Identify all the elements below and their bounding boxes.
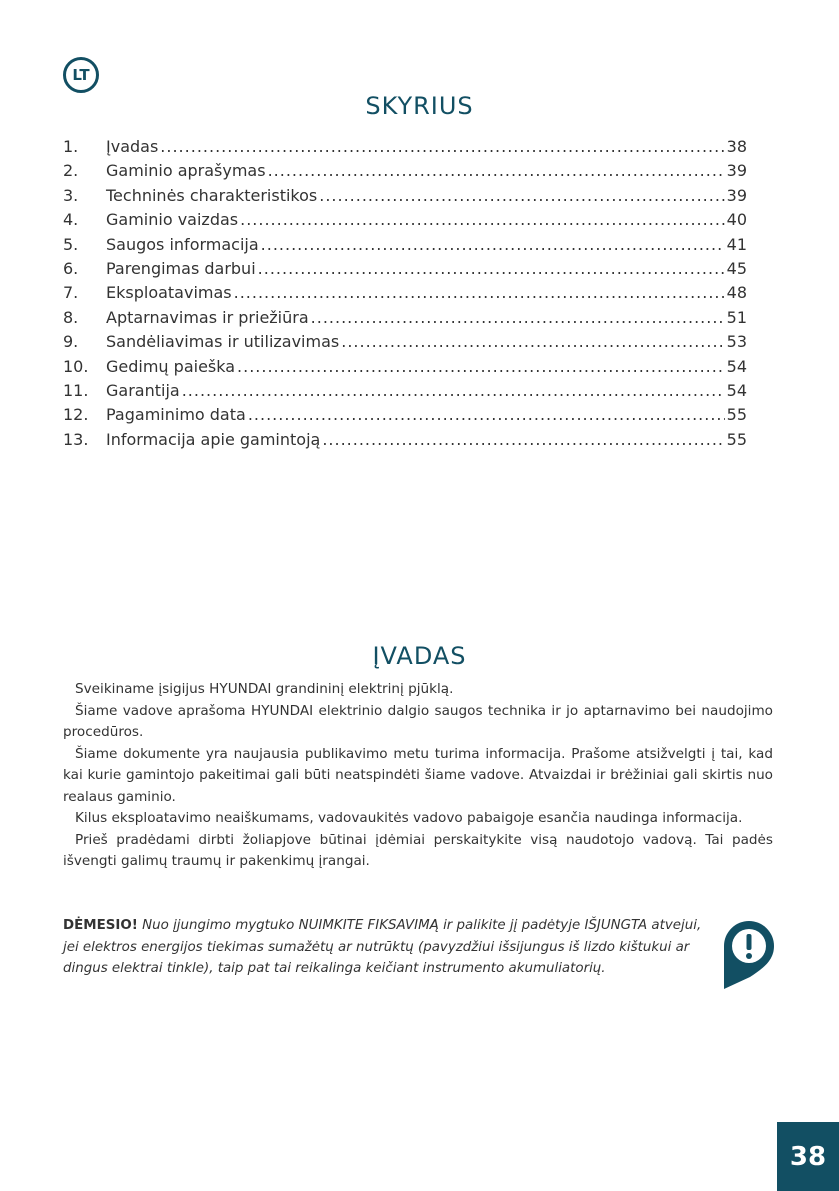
toc-number: 9. [63,332,79,352]
toc-label: Gaminio aprašymas [106,161,266,181]
warning-note: DĖMESIO! Nuo įjungimo mygtuko NUIMKITE F… [63,915,713,980]
toc-page: 41 [726,234,747,254]
toc-leader-dots [237,357,725,376]
toc-page: 51 [726,307,747,327]
toc-label: Gaminio vaizdas [106,210,239,230]
toc-label: Gedimų paieška [106,356,236,376]
toc-page: 54 [726,380,747,400]
toc-number: 10. [63,356,89,376]
toc-entry[interactable]: 9. Sandėliavimas ir utilizavimas 53 [63,332,747,356]
toc-number: 6. [63,258,79,278]
toc-number: 12. [63,405,89,425]
toc-number: 4. [63,210,79,230]
intro-paragraph: Sveikiname įsigijus HYUNDAI grandininį e… [75,681,454,697]
toc-page: 54 [726,356,747,376]
toc-entry[interactable]: 10. Gedimų paieška 54 [63,357,747,381]
toc-leader-dots [248,405,725,424]
intro-paragraph: Kilus eksploatavimo neaiškumams, vadovau… [75,810,743,826]
toc-leader-dots [182,381,725,400]
toc-leader-dots [261,235,725,254]
exclamation-pin-icon [724,921,774,989]
intro-body: Sveikiname įsigijus HYUNDAI grandininį e… [63,679,773,873]
toc-page: 53 [726,332,747,352]
toc-label: Pagaminimo data [106,405,246,425]
language-badge: LT [63,57,99,93]
toc-label: Parengimas darbui [106,258,256,278]
toc-label: Eksploatavimas [106,283,232,303]
toc-leader-dots [258,259,725,278]
intro-title: ĮVADAS [372,642,467,670]
toc-title: SKYRIUS [365,92,474,120]
toc-page: 45 [726,258,747,278]
toc-entry[interactable]: 4. Gaminio vaizdas 40 [63,210,747,234]
toc-page: 48 [726,283,747,303]
toc-page: 38 [726,137,747,156]
toc-label: Informacija apie gamintoją [106,429,321,449]
toc-entry[interactable]: 13. Informacija apie gamintoją 55 [63,430,747,454]
toc-entry[interactable]: 3. Techninės charakteristikos 39 [63,186,747,210]
toc-leader-dots [319,186,724,205]
toc-entry[interactable]: 5. Saugos informacija 41 [63,235,747,259]
intro-paragraph: Šiame vadove aprašoma HYUNDAI elektrinio… [63,702,773,741]
toc-label: Saugos informacija [106,234,259,254]
toc-leader-dots [311,308,725,327]
warning-text: Nuo įjungimo mygtuko NUIMKITE FIKSAVIMĄ … [63,918,702,976]
toc-entry[interactable]: 1. Įvadas 38 [63,137,747,161]
toc-label: Įvadas [106,137,159,156]
toc-leader-dots [322,430,724,449]
toc-label: Techninės charakteristikos [106,185,318,205]
intro-paragraph: Šiame dokumente yra naujausia publikavim… [63,745,773,805]
toc-page: 40 [726,210,747,230]
table-of-contents: 1. Įvadas 38 2. Gaminio aprašymas 39 3. Technin… [63,137,747,454]
toc-leader-dots [341,332,724,351]
toc-page: 39 [726,185,747,205]
toc-number: 1. [63,137,79,156]
toc-number: 2. [63,161,79,181]
toc-page: 55 [726,429,747,449]
toc-number: 13. [63,429,89,449]
toc-leader-dots [268,161,725,180]
intro-paragraph: Prieš pradėdami dirbti žoliapjove būtina… [63,831,773,870]
toc-page: 55 [726,405,747,425]
toc-number: 11. [63,380,89,400]
toc-leader-dots [234,283,725,302]
toc-entry[interactable]: 12. Pagaminimo data 55 [63,405,747,429]
toc-entry[interactable]: 11. Garantija 54 [63,381,747,405]
toc-entry[interactable]: 7. Eksploatavimas 48 [63,283,747,307]
toc-number: 5. [63,234,79,254]
toc-label: Aptarnavimas ir priežiūra [106,307,309,327]
toc-number: 3. [63,185,79,205]
toc-page: 39 [726,161,747,181]
toc-number: 8. [63,307,79,327]
toc-label: Sandėliavimas ir utilizavimas [106,332,340,352]
toc-entry[interactable]: 2. Gaminio aprašymas 39 [63,161,747,185]
toc-entry[interactable]: 8. Aptarnavimas ir priežiūra 51 [63,308,747,332]
toc-entry[interactable]: 6. Parengimas darbui 45 [63,259,747,283]
toc-leader-dots [160,137,724,156]
warning-label: DĖMESIO! [63,918,138,933]
toc-number: 7. [63,283,79,303]
page-number: 38 [777,1122,839,1191]
toc-leader-dots [240,210,725,229]
toc-label: Garantija [106,380,180,400]
